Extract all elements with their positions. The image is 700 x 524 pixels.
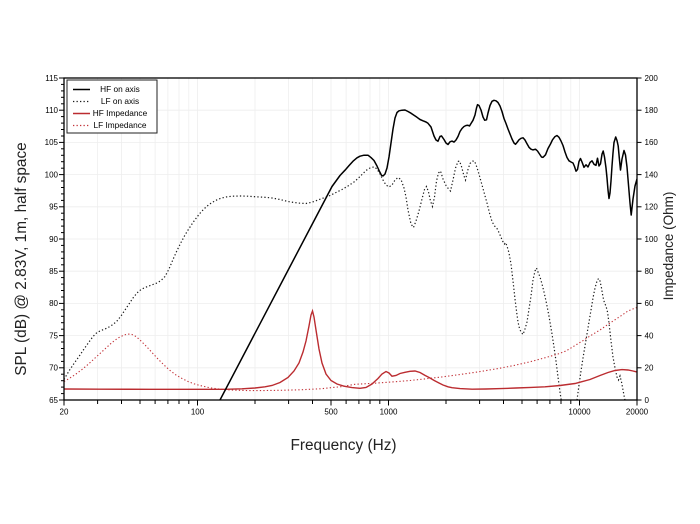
svg-text:500: 500 (324, 408, 338, 417)
svg-text:80: 80 (645, 267, 654, 276)
svg-text:90: 90 (49, 235, 58, 244)
svg-text:95: 95 (49, 203, 58, 212)
svg-text:40: 40 (645, 331, 654, 340)
svg-text:100: 100 (645, 235, 659, 244)
svg-text:HF Impedance: HF Impedance (93, 108, 148, 118)
svg-text:115: 115 (45, 74, 58, 83)
svg-text:20: 20 (645, 364, 654, 373)
svg-text:100: 100 (191, 408, 205, 417)
svg-text:70: 70 (49, 364, 58, 373)
svg-text:120: 120 (645, 203, 659, 212)
svg-text:LF Impedance: LF Impedance (93, 120, 146, 130)
svg-text:160: 160 (645, 138, 659, 147)
svg-text:85: 85 (49, 267, 58, 276)
svg-text:HF on axis: HF on axis (100, 84, 140, 94)
svg-text:10000: 10000 (568, 408, 591, 417)
svg-text:75: 75 (49, 331, 58, 340)
svg-text:Impedance (Ohm): Impedance (Ohm) (661, 192, 676, 301)
svg-text:65: 65 (49, 396, 58, 405)
svg-text:180: 180 (645, 106, 659, 115)
svg-text:140: 140 (645, 170, 659, 179)
svg-text:20: 20 (60, 408, 69, 417)
svg-text:SPL (dB) @ 2.83V, 1m, half spa: SPL (dB) @ 2.83V, 1m, half space (13, 142, 30, 376)
svg-text:60: 60 (645, 299, 654, 308)
svg-text:110: 110 (45, 106, 58, 115)
svg-text:100: 100 (45, 170, 59, 179)
svg-text:80: 80 (49, 299, 58, 308)
svg-text:20000: 20000 (626, 408, 649, 417)
svg-text:200: 200 (645, 74, 659, 83)
svg-text:1000: 1000 (380, 408, 398, 417)
svg-text:LF on axis: LF on axis (101, 96, 139, 106)
svg-text:0: 0 (645, 396, 650, 405)
svg-text:105: 105 (45, 138, 59, 147)
svg-text:Frequency (Hz): Frequency (Hz) (290, 437, 396, 454)
